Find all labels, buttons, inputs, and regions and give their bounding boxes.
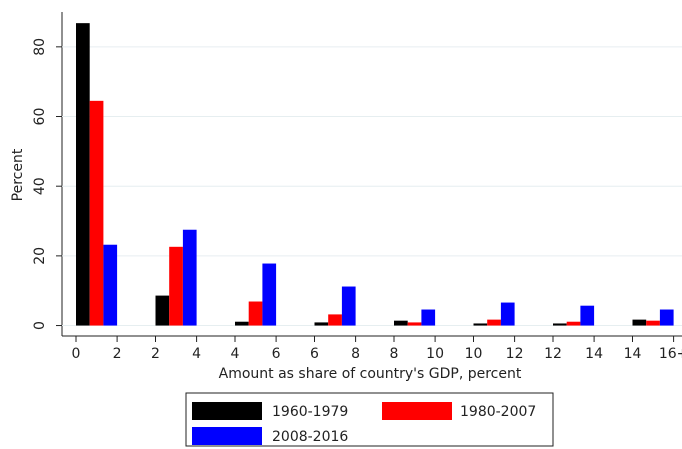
bar (500, 302, 515, 326)
x-tick-label: 2 (151, 346, 160, 362)
bar (89, 100, 104, 326)
x-tick-label: 2 (113, 346, 122, 362)
y-tick-label: 0 (32, 321, 48, 330)
x-tick-label: 6 (272, 346, 281, 362)
y-tick-label: 40 (32, 177, 48, 195)
x-tick-label: 10 (465, 346, 483, 362)
x-tick-label: 8 (390, 346, 399, 362)
y-tick-label: 60 (32, 108, 48, 126)
bar (169, 246, 183, 326)
bar (341, 286, 356, 326)
x-tick-label: 10 (426, 346, 444, 362)
bar (76, 23, 90, 326)
y-tick-label: 80 (32, 38, 48, 56)
x-tick-label: 16+ (659, 346, 682, 362)
legend-swatch (382, 402, 452, 420)
y-axis-title: Percent (10, 148, 26, 201)
bar (407, 322, 422, 326)
bar (580, 305, 595, 326)
bar (421, 309, 436, 326)
bar (473, 323, 488, 326)
bar (659, 309, 674, 326)
bar (646, 320, 660, 326)
x-axis-title: Amount as share of country's GDP, percen… (219, 366, 522, 382)
bar (632, 319, 647, 326)
bar (182, 229, 197, 326)
bar (155, 295, 170, 326)
bar (328, 314, 342, 326)
legend-swatch (192, 402, 262, 420)
x-tick-label: 4 (192, 346, 201, 362)
legend-label: 1980-2007 (460, 404, 536, 420)
x-tick-label: 12 (506, 346, 524, 362)
bar (103, 244, 118, 326)
x-tick-label: 8 (351, 346, 360, 362)
bar (314, 322, 329, 326)
legend-box (185, 392, 554, 447)
bar (394, 320, 408, 326)
x-tick-label: 12 (544, 346, 562, 362)
y-tick-label: 20 (32, 247, 48, 265)
legend-label: 1960-1979 (272, 404, 348, 420)
bar (262, 263, 277, 326)
x-tick-label: 0 (72, 346, 81, 362)
x-tick-label: 14 (585, 346, 603, 362)
x-tick-label: 14 (624, 346, 642, 362)
bar (566, 321, 581, 326)
bar (553, 323, 567, 326)
legend-swatch (192, 427, 262, 445)
x-tick-label: 6 (310, 346, 319, 362)
bar (487, 319, 501, 326)
x-tick-label: 4 (231, 346, 240, 362)
legend-label: 2008-2016 (272, 429, 348, 445)
bar (235, 321, 249, 326)
bar (248, 301, 263, 326)
